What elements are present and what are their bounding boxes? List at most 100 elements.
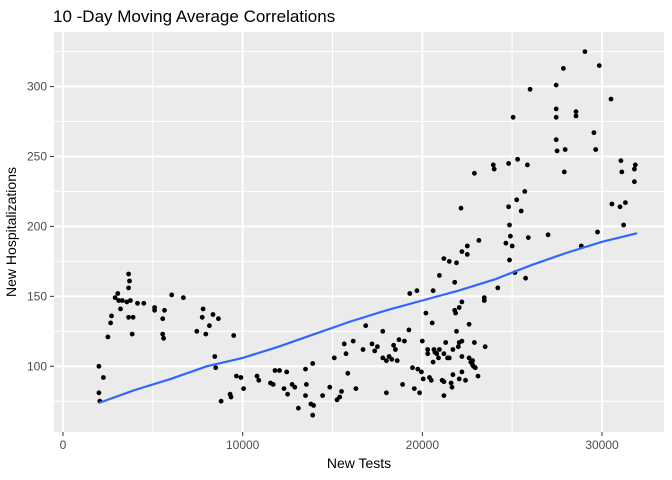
data-point (561, 66, 566, 71)
y-tick-label: 100 (27, 359, 47, 373)
data-point (476, 238, 482, 243)
data-point (562, 147, 568, 152)
data-point (400, 382, 405, 387)
data-point (96, 390, 102, 396)
data-point (384, 390, 389, 396)
data-point (407, 291, 413, 296)
data-point (490, 162, 496, 168)
data-point (632, 179, 637, 185)
data-point (327, 384, 333, 390)
data-point (452, 279, 458, 285)
data-point (234, 373, 239, 379)
data-point (108, 320, 113, 326)
data-point (181, 295, 186, 301)
data-point (443, 340, 449, 345)
data-point (115, 291, 121, 296)
data-point (380, 355, 386, 361)
data-point (124, 299, 130, 305)
axis-tick-marks (50, 86, 603, 436)
data-point (160, 316, 166, 322)
data-point (456, 376, 462, 382)
data-point (429, 320, 435, 326)
data-point (593, 147, 599, 152)
data-point (510, 114, 516, 120)
grid-major-lines (54, 32, 664, 432)
x-axis-tick-labels: 0 10000 20000 30000 (60, 438, 619, 452)
data-point (310, 361, 316, 366)
data-point (448, 380, 454, 386)
data-point (618, 158, 624, 164)
data-point (455, 344, 461, 350)
data-point (277, 368, 282, 373)
data-point (507, 222, 512, 228)
data-point (458, 205, 464, 211)
x-tick-label: 0 (60, 438, 67, 452)
data-point (491, 166, 497, 172)
data-point (621, 222, 626, 228)
data-point (337, 394, 343, 400)
data-point (101, 375, 106, 380)
data-point (506, 204, 511, 210)
data-point (464, 252, 470, 257)
data-point (609, 201, 615, 207)
data-point (450, 347, 456, 352)
data-points-layer (96, 49, 638, 418)
data-point (353, 386, 359, 391)
data-point (446, 355, 452, 361)
plot-panel (54, 32, 664, 432)
data-point (450, 372, 456, 378)
data-point (393, 347, 398, 352)
data-point (573, 109, 579, 115)
data-point (394, 358, 400, 364)
data-point (212, 354, 218, 359)
data-point (203, 331, 209, 337)
data-point (130, 314, 136, 320)
data-point (141, 300, 147, 306)
x-tick-label: 10000 (226, 438, 260, 452)
y-axis-title: New Hospitalizations (3, 167, 19, 297)
data-point (617, 204, 623, 210)
data-point (119, 298, 125, 303)
data-point (343, 351, 349, 357)
data-point (281, 386, 287, 391)
data-point (553, 114, 559, 120)
data-point (481, 295, 487, 301)
data-point (425, 347, 431, 352)
data-point (545, 232, 551, 238)
data-point (475, 373, 481, 379)
data-point (527, 86, 533, 92)
data-point (436, 355, 441, 361)
data-point (464, 243, 470, 249)
data-point (472, 170, 477, 176)
smooth-trend-line (98, 232, 638, 404)
data-point (228, 394, 234, 400)
data-point (503, 240, 509, 246)
data-point (231, 333, 237, 338)
data-point (118, 306, 123, 312)
data-point (437, 273, 442, 278)
data-point (525, 162, 530, 168)
data-point (509, 243, 515, 249)
data-point (582, 49, 588, 54)
data-point (161, 335, 167, 341)
data-point (272, 368, 278, 373)
y-axis-tick-labels: 100 150 200 250 300 (27, 80, 47, 374)
data-point (372, 348, 378, 354)
data-point (126, 314, 131, 320)
data-point (284, 369, 290, 375)
x-tick-label: 20000 (406, 438, 440, 452)
data-point (402, 338, 407, 344)
x-tick-label: 30000 (585, 438, 619, 452)
data-point (595, 229, 600, 235)
data-point (430, 288, 436, 294)
data-point (135, 300, 140, 306)
data-point (116, 298, 122, 303)
data-point (199, 314, 205, 320)
data-point (406, 327, 412, 333)
data-point (419, 338, 425, 344)
data-point (384, 358, 389, 364)
data-point (428, 377, 434, 383)
data-point (380, 328, 386, 334)
